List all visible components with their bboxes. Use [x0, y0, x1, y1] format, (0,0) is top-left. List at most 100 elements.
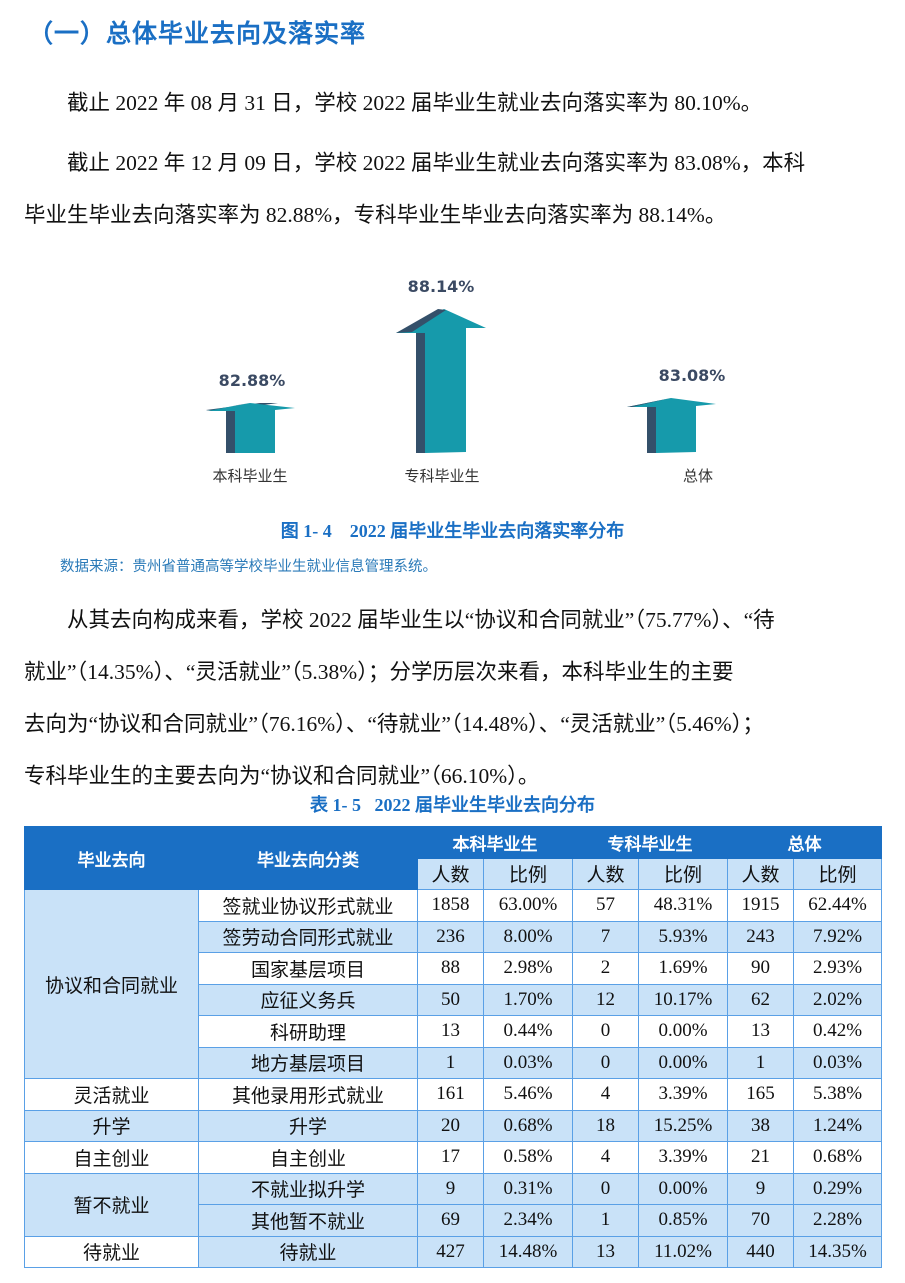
cell: 17 — [417, 1141, 484, 1174]
paragraph-3-line-1: 从其去向构成来看，学校 2022 届毕业生以“协议和合同就业”（75.77%）、… — [67, 608, 775, 632]
cell: 57 — [572, 889, 639, 922]
cell: 0 — [572, 1015, 639, 1048]
cell: 0.68% — [483, 1109, 573, 1142]
cell: 13 — [572, 1235, 639, 1268]
cell: 0.03% — [483, 1046, 573, 1079]
arrow-bar-overall — [627, 398, 716, 453]
cell: 21 — [727, 1141, 794, 1174]
cell: 1915 — [727, 889, 794, 922]
subheader-ratio: 比例 — [793, 857, 882, 890]
cell: 440 — [727, 1235, 794, 1268]
row-subcategory: 国家基层项目 — [198, 952, 418, 985]
cell: 1.70% — [483, 983, 573, 1016]
subheader-count: 人数 — [727, 857, 794, 890]
paragraph-2-line-1: 截止 2022 年 12 月 09 日，学校 2022 届毕业生就业去向落实率为… — [67, 151, 806, 175]
paragraph-3-line-2: 就业”（14.35%）、“灵活就业”（5.38%）；分学历层次来看，本科毕业生的… — [24, 660, 734, 684]
cell: 18 — [572, 1109, 639, 1142]
table-row: 待就业 待就业 427 14.48% 13 11.02% 440 14.35% — [24, 1235, 882, 1268]
cell: 5.38% — [793, 1078, 882, 1111]
cell: 13 — [417, 1015, 484, 1048]
subheader-ratio: 比例 — [483, 857, 573, 890]
cell: 69 — [417, 1204, 484, 1237]
header-overall: 总体 — [727, 826, 882, 859]
cell: 63.00% — [483, 889, 573, 922]
cell: 62 — [727, 983, 794, 1016]
cell: 0.31% — [483, 1172, 573, 1205]
cell: 12 — [572, 983, 639, 1016]
section-title: （一）总体毕业去向及落实率 — [28, 19, 367, 48]
table-row: 其他暂不就业 69 2.34% 1 0.85% 70 2.28% — [25, 1204, 882, 1237]
cell: 15.25% — [638, 1109, 728, 1142]
cell: 2.98% — [483, 952, 573, 985]
cell: 9 — [417, 1172, 484, 1205]
bar-value-undergrad: 82.88% — [218, 371, 286, 390]
cell: 2.34% — [483, 1204, 573, 1237]
paragraph-3-line-4: 专科毕业生的主要去向为“协议和合同就业”（66.10%）。 — [24, 764, 540, 788]
cell: 3.39% — [638, 1141, 728, 1174]
cell: 0.00% — [638, 1046, 728, 1079]
cell: 1.69% — [638, 952, 728, 985]
table-row: 应征义务兵 50 1.70% 12 10.17% 62 2.02% — [25, 983, 882, 1016]
cell: 0 — [572, 1046, 639, 1079]
table-row: 自主创业 自主创业 17 0.58% 4 3.39% 21 0.68% — [24, 1141, 882, 1174]
cell: 0.44% — [483, 1015, 573, 1048]
row-subcategory: 科研助理 — [198, 1015, 418, 1048]
cell: 161 — [417, 1078, 484, 1111]
cell: 1.24% — [793, 1109, 882, 1142]
paragraph-1-text: 截止 2022 年 08 月 31 日，学校 2022 届毕业生就业去向落实率为… — [67, 91, 763, 115]
cell: 10.17% — [638, 983, 728, 1016]
cell: 0.68% — [793, 1141, 882, 1174]
header-undergrad: 本科毕业生 — [417, 826, 573, 859]
row-subcategory: 其他录用形式就业 — [198, 1078, 418, 1111]
arrow-bars — [206, 309, 716, 453]
table-row: 暂不就业 不就业拟升学 9 0.31% 0 0.00% 9 0.29% — [24, 1172, 882, 1237]
subheader-count: 人数 — [572, 857, 639, 890]
cell: 50 — [417, 983, 484, 1016]
bar-label-junior-college: 专科毕业生 — [404, 467, 480, 485]
cell: 0.58% — [483, 1141, 573, 1174]
row-subcategory: 升学 — [198, 1109, 418, 1142]
subheader-ratio: 比例 — [638, 857, 728, 890]
cell: 2.02% — [793, 983, 882, 1016]
row-subcategory: 自主创业 — [198, 1141, 418, 1174]
row-category: 自主创业 — [24, 1141, 199, 1174]
table-caption: 表 1- 5 2022 届毕业生毕业去向分布 — [0, 791, 905, 817]
data-source-note: 数据来源：贵州省普通高等学校毕业生就业信息管理系统。 — [60, 559, 437, 575]
row-subcategory: 待就业 — [198, 1235, 418, 1268]
cell: 88 — [417, 952, 484, 985]
cell: 48.31% — [638, 889, 728, 922]
paragraph-3-line-3: 去向为“协议和合同就业”（76.16%）、“待就业”（14.48%）、“灵活就业… — [24, 712, 764, 736]
cell: 4 — [572, 1141, 639, 1174]
table-row: 科研助理 13 0.44% 0 0.00% 13 0.42% — [25, 1015, 882, 1048]
cell: 5.93% — [638, 920, 728, 953]
cell: 0.00% — [638, 1015, 728, 1048]
table-caption-label: 表 1- 5 — [310, 795, 361, 815]
cell: 236 — [417, 920, 484, 953]
cell: 1 — [727, 1046, 794, 1079]
table-row: 升学 升学 20 0.68% 18 15.25% 38 1.24% — [24, 1109, 882, 1142]
row-category: 升学 — [24, 1109, 199, 1142]
paragraph-2-line-2: 毕业生毕业去向落实率为 82.88%，专科毕业生毕业去向落实率为 88.14%。 — [24, 203, 727, 227]
cell: 90 — [727, 952, 794, 985]
table-row: 协议和合同就业 签就业协议形式就业 1858 63.00% 57 48.31% … — [24, 889, 882, 1079]
cell: 4 — [572, 1078, 639, 1111]
row-subcategory: 地方基层项目 — [198, 1046, 418, 1079]
row-category: 协议和合同就业 — [24, 889, 199, 1079]
cell: 1858 — [417, 889, 484, 922]
cell: 2.28% — [793, 1204, 882, 1237]
row-subcategory: 不就业拟升学 — [198, 1172, 418, 1205]
cell: 70 — [727, 1204, 794, 1237]
cell: 2.93% — [793, 952, 882, 985]
table-row: 签劳动合同形式就业 236 8.00% 7 5.93% 243 7.92% — [25, 920, 882, 953]
cell: 38 — [727, 1109, 794, 1142]
row-subcategory: 签就业协议形式就业 — [198, 889, 418, 922]
header-destination: 毕业去向 — [24, 826, 199, 890]
arrow-bar-junior-college — [396, 309, 486, 453]
cell: 243 — [727, 920, 794, 953]
table-row: 地方基层项目 1 0.03% 0 0.00% 1 0.03% — [25, 1046, 882, 1079]
row-category: 暂不就业 — [24, 1172, 199, 1237]
header-junior-college: 专科毕业生 — [572, 826, 728, 859]
cell: 165 — [727, 1078, 794, 1111]
cell: 8.00% — [483, 920, 573, 953]
cell: 0.00% — [638, 1172, 728, 1205]
